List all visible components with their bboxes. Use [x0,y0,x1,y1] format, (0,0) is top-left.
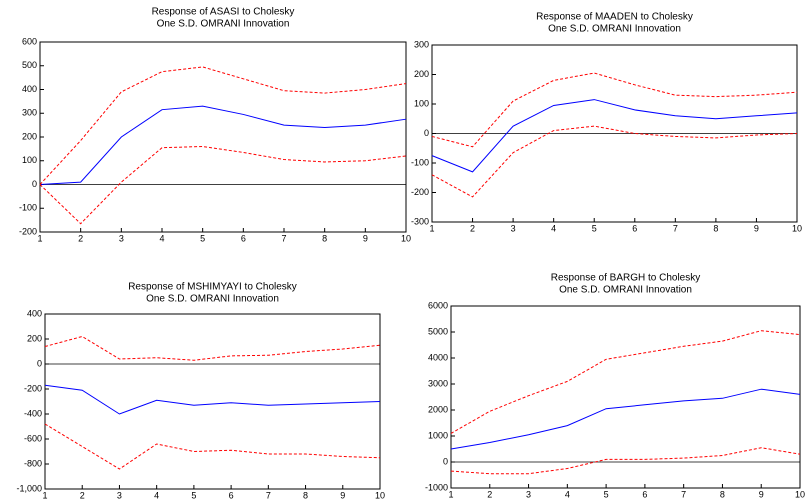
x-tick-label: 2 [78,233,83,243]
confidence-band [431,72,798,148]
y-tick-label: 100 [414,98,429,108]
y-tick-label: -200 [24,383,42,393]
x-tick-label: 7 [281,233,286,243]
y-tick-label: -200 [411,187,429,197]
x-tick-label: 6 [241,233,246,243]
chart-subtitle: One S.D. OMRANI Innovation [548,24,681,35]
y-tick-label: 0 [37,358,42,368]
y-tick-label: 200 [414,69,429,79]
y-tick-label: -200 [19,226,37,236]
x-tick-label: 10 [375,490,385,499]
confidence-band [39,66,407,185]
x-tick-label: 9 [340,490,345,499]
y-tick-label: 400 [27,308,42,318]
x-tick-label: 10 [792,223,802,233]
y-tick-label: 200 [22,131,37,141]
response-line [44,384,381,415]
y-tick-label: 4000 [428,352,448,362]
chart-subtitle: One S.D. OMRANI Innovation [559,285,692,296]
y-tick-label: 0 [443,456,448,466]
y-tick-label: -800 [24,458,42,468]
confidence-band [39,145,407,225]
x-tick-label: 8 [720,489,725,499]
y-tick-label: 1000 [428,430,448,440]
chart-title: Response of BARGH to Cholesky [551,273,701,284]
confidence-band [450,447,801,475]
y-tick-label: -400 [24,408,42,418]
confidence-band [44,335,381,361]
x-tick-label: 10 [795,489,805,499]
y-tick-label: -300 [411,216,429,226]
response-line [39,105,407,185]
x-tick-label: 4 [565,489,570,499]
x-tick-label: 8 [303,490,308,499]
y-tick-label: -600 [24,433,42,443]
x-tick-label: 1 [42,490,47,499]
y-tick-label: -1,000 [16,483,42,493]
x-tick-label: 8 [713,223,718,233]
x-tick-label: 4 [154,490,159,499]
x-tick-label: 1 [37,233,42,243]
confidence-band [431,125,798,198]
x-tick-label: 6 [229,490,234,499]
x-tick-label: 7 [673,223,678,233]
y-tick-label: 500 [22,60,37,70]
y-tick-label: 600 [22,36,37,46]
y-tick-label: -1000 [425,482,448,492]
plot-area [450,305,801,489]
x-tick-label: 5 [191,490,196,499]
y-tick-label: 100 [22,155,37,165]
y-tick-label: 200 [27,333,42,343]
x-tick-label: 3 [526,489,531,499]
response-line [431,99,798,173]
x-tick-label: 3 [117,490,122,499]
y-tick-label: 3000 [428,378,448,388]
x-tick-label: 2 [80,490,85,499]
y-tick-label: -100 [411,157,429,167]
chart-subtitle: One S.D. OMRANI Innovation [146,294,279,305]
plot-area [39,41,407,233]
x-tick-label: 4 [159,233,164,243]
y-tick-label: 0 [424,128,429,138]
x-tick-label: 7 [681,489,686,499]
x-tick-label: 10 [401,233,411,243]
x-tick-label: 8 [322,233,327,243]
x-tick-label: 3 [511,223,516,233]
x-tick-label: 1 [448,489,453,499]
confidence-band [450,330,801,434]
x-tick-label: 9 [759,489,764,499]
x-tick-label: 5 [200,233,205,243]
x-tick-label: 4 [551,223,556,233]
x-tick-label: 2 [470,223,475,233]
x-tick-label: 2 [487,489,492,499]
y-tick-label: 5000 [428,326,448,336]
chart-subtitle: One S.D. OMRANI Innovation [157,19,290,30]
y-tick-label: 300 [414,39,429,49]
x-tick-label: 6 [642,489,647,499]
x-tick-label: 9 [363,233,368,243]
x-tick-label: 3 [119,233,124,243]
y-tick-label: 6000 [428,300,448,310]
plot-area [44,313,381,490]
x-tick-label: 1 [429,223,434,233]
y-tick-label: 2000 [428,404,448,414]
chart-title: Response of ASASI to Cholesky [152,7,295,18]
x-tick-label: 5 [592,223,597,233]
confidence-band [44,423,381,470]
y-tick-label: 400 [22,84,37,94]
chart-title: Response of MAADEN to Cholesky [536,12,693,23]
y-tick-label: 300 [22,108,37,118]
x-tick-label: 7 [266,490,271,499]
y-tick-label: 0 [32,179,37,189]
y-tick-label: -100 [19,203,37,213]
x-tick-label: 5 [604,489,609,499]
chart-title: Response of MSHIMYAYI to Cholesky [128,282,297,293]
x-tick-label: 9 [754,223,759,233]
response-line [450,388,801,450]
x-tick-label: 6 [632,223,637,233]
